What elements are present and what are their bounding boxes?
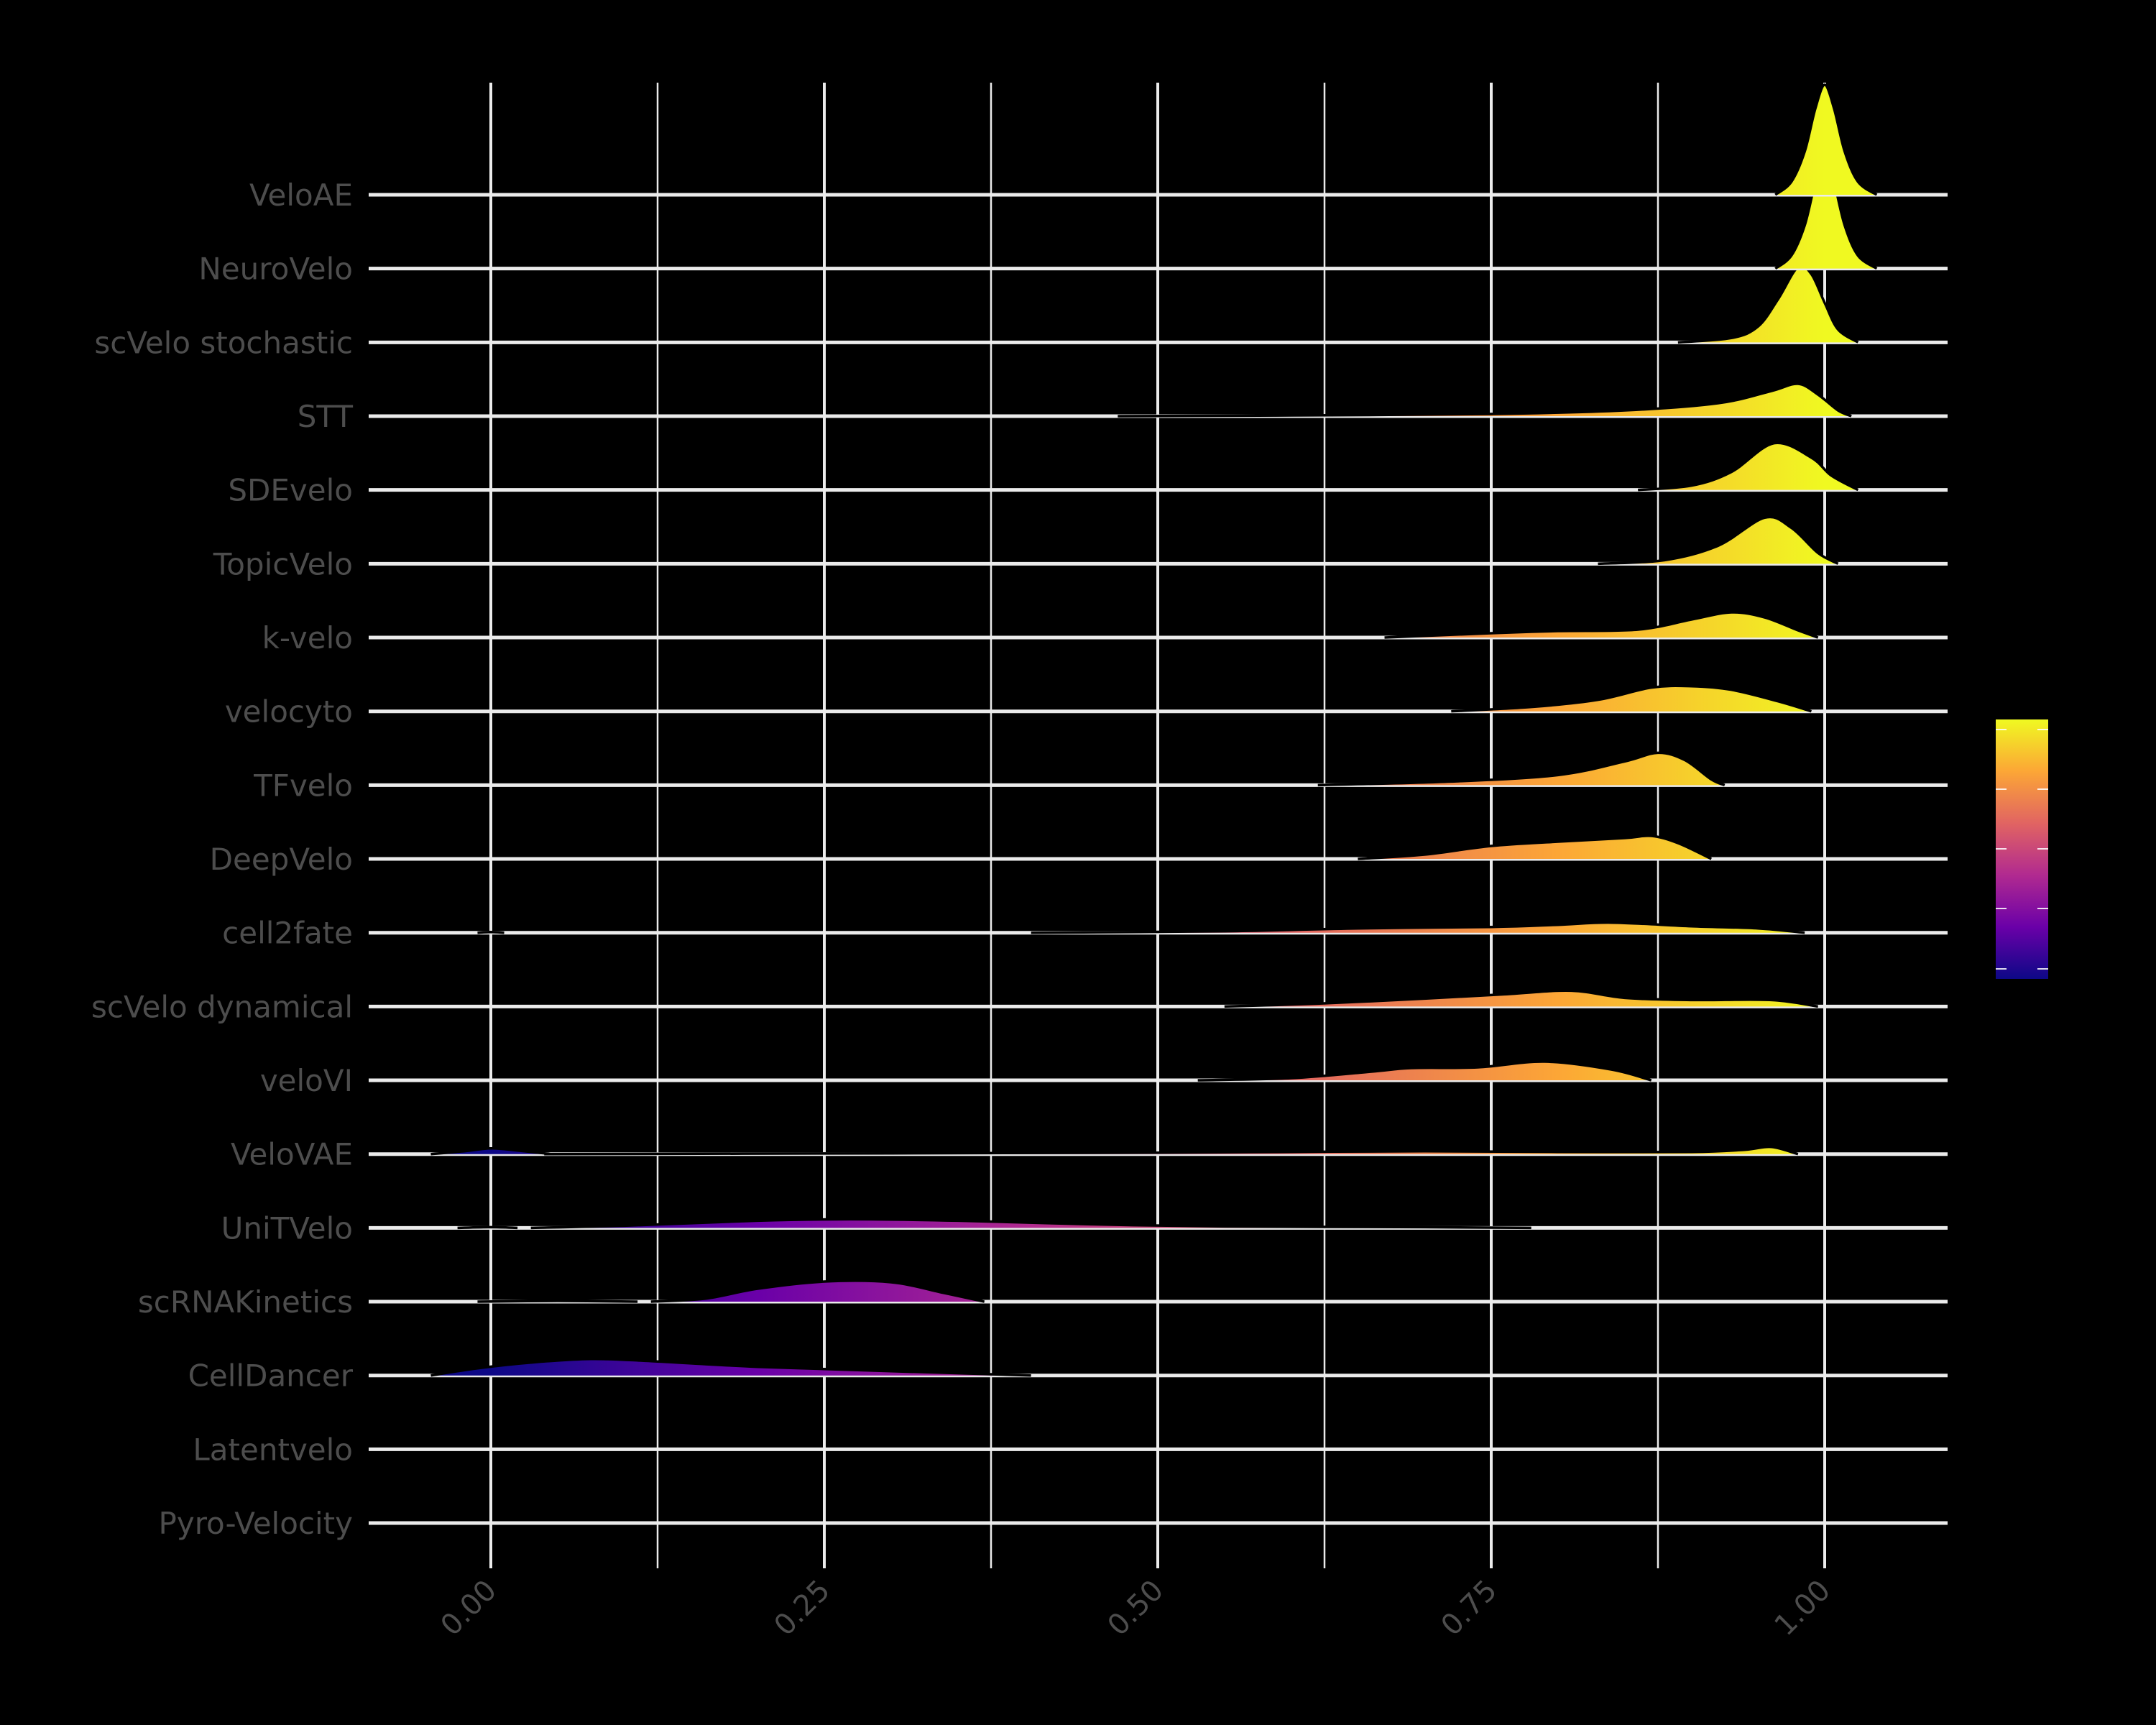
veloae-density-outline [1774,83,1878,196]
y-axis-label: velocyto [225,694,353,730]
neurovelo-density-fill [1775,158,1877,269]
ridge-row [369,441,1948,492]
ridge-row [369,611,1948,640]
scrnakinetics-density-fill [650,1280,985,1302]
y-axis-label: k-velo [262,620,353,656]
ridge-row [369,921,1948,935]
x-axis-tick-label: 1.00 [1769,1574,1838,1643]
y-axis-label: VeloVAE [231,1137,353,1172]
y-axis-label: DeepVelo [210,842,353,877]
scvelo-dynamical-density-outline [1224,989,1818,1008]
ridge-row [369,989,1948,1008]
y-axis-label: TopicVelo [213,546,353,581]
velovae-minor-density-outline [430,1146,551,1156]
y-axis-label: scVelo stochastic [94,325,353,360]
y-axis-label: NeuroVelo [198,252,353,287]
topicvelo-density-outline [1598,515,1839,566]
y-axis-label: CellDancer [188,1358,354,1394]
velovi-density-fill [1197,1062,1651,1081]
y-axis-labels: VeloAE NeuroVelo scVelo stochastic STT SDEve… [91,178,354,1541]
cell2fate-density-fill [1031,922,1805,933]
vertical-gridlines [489,83,1826,1568]
ridge-row [369,1279,1948,1304]
scvelo-dynamical-density-fill [1224,990,1818,1007]
ridge-row [369,1357,1948,1378]
cell2fate-density-outline [1031,921,1805,934]
y-axis-label: UniTVelo [221,1210,353,1246]
ridge-row [369,1145,1948,1156]
scrnakinetics-density-outline [650,1279,985,1303]
scvelo-stochastic-density-fill [1677,265,1858,343]
y-axis-label: STT [298,399,354,434]
y-axis-label: veloVI [260,1063,353,1098]
ridge-row [369,834,1948,861]
ridge-rows [369,83,1948,1525]
unitvelo-minor-density-outline [457,1225,518,1230]
tfvelo-density-fill [1317,753,1725,786]
x-axis-tick-label: 0.75 [1435,1574,1504,1643]
ridge-row [369,1218,1948,1230]
velovae-density-outline [544,1145,1799,1156]
x-axis-labels: 0.00 0.25 0.50 0.75 1.00 [435,1574,1838,1643]
deepvelo-density-outline [1358,834,1712,860]
y-axis-label: Latentvelo [193,1432,353,1467]
colorbar-ticks [1996,729,2048,970]
tfvelo-density-outline [1317,751,1726,787]
celldancer-density-outline [430,1357,1031,1377]
unitvelo-density-outline [530,1218,1531,1230]
colorbar-legend [1996,719,2048,979]
ridge-row [369,83,1948,197]
veloae-density-fill [1775,85,1877,195]
stt-density-outline [1118,382,1852,418]
y-axis-label: VeloAE [249,178,353,213]
ridge-row [369,1060,1948,1082]
y-axis-label: Pyro-Velocity [159,1506,353,1541]
ridge-row [369,751,1948,787]
x-axis-tick-label: 0.25 [768,1574,837,1643]
x-axis-tick-label: 0.50 [1102,1574,1171,1643]
scrnakinetics-minor-density-outline [477,1300,638,1303]
velocyto-density-outline [1451,684,1812,713]
x-axis-tick-label: 0.00 [435,1574,504,1643]
ridge-row [369,382,1948,418]
y-axis-label: scVelo dynamical [91,989,353,1024]
y-axis-label: SDEvelo [228,473,353,508]
k-velo-density-outline [1384,611,1819,639]
k-velo-density-fill [1384,612,1818,638]
cell2fate-minor-density-outline [477,930,505,934]
sdevelo-density-outline [1638,441,1859,492]
y-axis-label: scRNAKinetics [138,1284,353,1320]
velocyto-density-fill [1451,686,1812,712]
y-axis-label: TFvelo [253,768,353,803]
ridge-row [369,684,1948,714]
topicvelo-density-fill [1598,517,1838,564]
ridge-row [369,515,1948,566]
y-axis-label: cell2fate [222,916,353,951]
velovi-density-outline [1197,1060,1652,1082]
sdevelo-density-fill [1638,443,1858,490]
